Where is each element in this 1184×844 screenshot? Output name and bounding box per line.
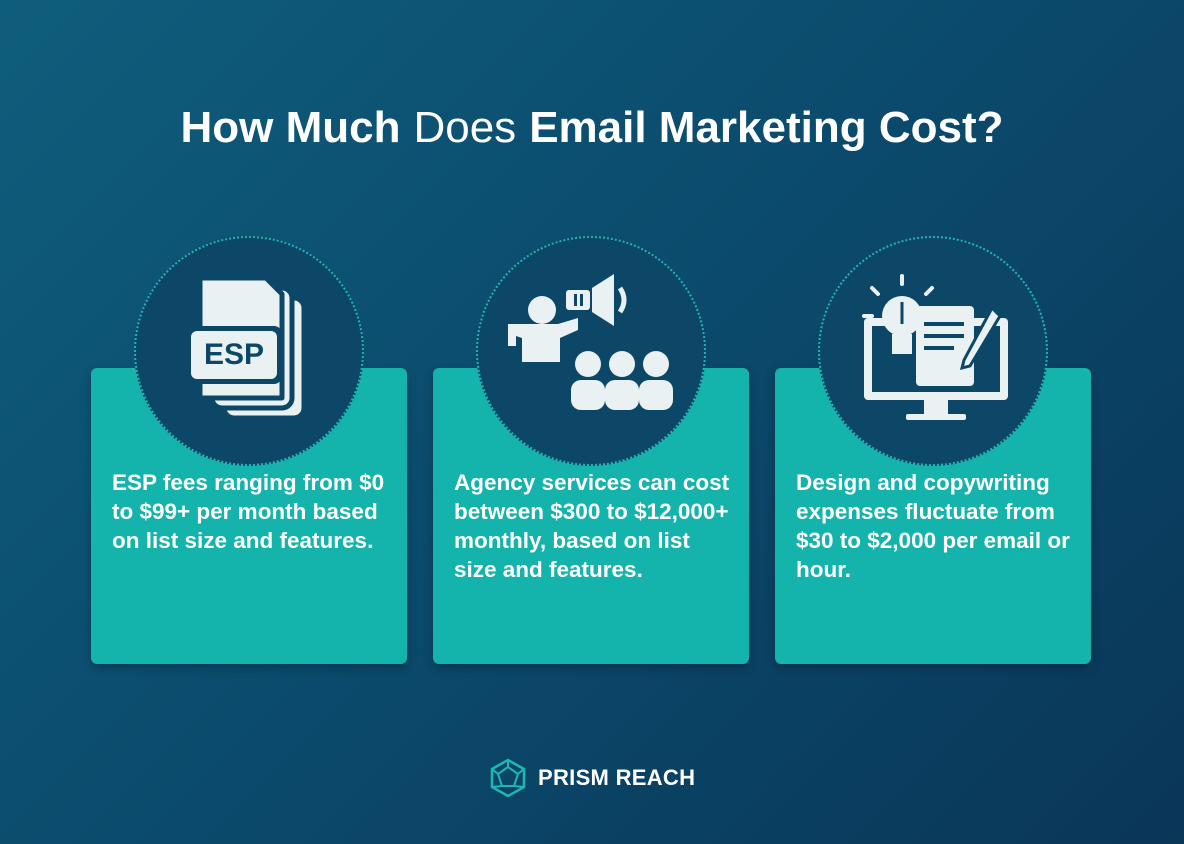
title-bold: How Much — [180, 103, 401, 152]
title-bold: Email Marketing Cost? — [529, 103, 1004, 152]
icon-circle — [818, 236, 1048, 466]
esp-icon: ESP — [186, 275, 307, 421]
footer: PRISM REACH — [488, 758, 695, 798]
logo — [490, 758, 526, 798]
icon-label: ESP — [204, 338, 264, 371]
agency-icon — [508, 274, 673, 410]
brand: PRISM REACH — [538, 765, 696, 790]
design-icon — [862, 274, 1008, 420]
title-regular: Does — [413, 103, 517, 152]
card-text: Design and copywriting expenses fluctuat… — [796, 470, 1070, 582]
icon-circle: ESP — [134, 236, 364, 466]
card-text: Agency services can cost between $300 to… — [454, 470, 730, 582]
icon-circle — [476, 236, 706, 466]
title: How Much Does Email Marketing Cost? — [0, 100, 1184, 156]
card-text: ESP fees ranging from $0 to $99+ per mon… — [112, 470, 385, 553]
